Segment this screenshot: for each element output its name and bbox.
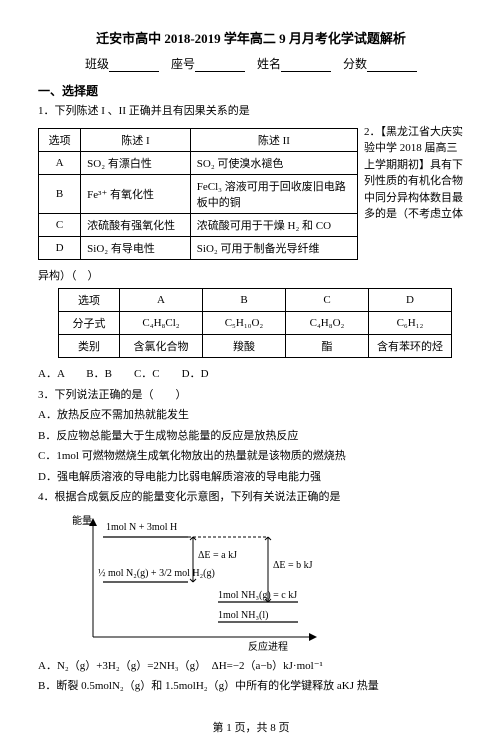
t2-hb: B: [203, 289, 286, 312]
t2-r1d: C₆H₁₂: [369, 312, 452, 335]
d-eb: ΔE = b kJ: [273, 560, 313, 571]
header-fields: 班级 座号 姓名 分数: [38, 55, 464, 72]
opts-line: A．A B．B C．C D．D: [38, 366, 464, 383]
t2-r1c: C₄H₈O₂: [286, 312, 369, 335]
label-seat: 座号: [171, 57, 195, 71]
q4-stem: 4．根据合成氨反应的能量变化示意图，下列有关说法正确的是: [38, 489, 464, 506]
t2-hd: D: [369, 289, 452, 312]
ylabel: 能量: [72, 512, 92, 527]
section-heading: 一、选择题: [38, 82, 464, 99]
label-name: 姓名: [257, 57, 281, 71]
t2-r2c: 酯: [286, 335, 369, 358]
q3-d: D．强电解质溶液的导电能力比弱电解质溶液的导电能力强: [38, 469, 464, 486]
q4-b: B．断裂 0.5molN₂（g）和 1.5molH₂（g）中所有的化学键释放 a…: [38, 678, 464, 695]
blank-class: [109, 59, 159, 72]
blank-name: [281, 59, 331, 72]
t1-b2: FeCl₃ 溶液可用于回收废旧电路板中的铜: [190, 174, 357, 213]
blank-seat: [195, 59, 245, 72]
blank-score: [367, 59, 417, 72]
t2-r1a: C₄H₈Cl₂: [120, 312, 203, 335]
t1-b1: Fe³⁺ 有氧化性: [81, 174, 191, 213]
q2-note: 2．【黑龙江省大庆实验中学 2018 届高三上学期期初】具有下列性质的有机化合物…: [364, 124, 464, 223]
label-score: 分数: [343, 57, 367, 71]
t1-d1: SiO₂ 有导电性: [81, 236, 191, 259]
t2-r2d: 含有苯环的烃: [369, 335, 452, 358]
energy-diagram: 能量 1mol N + 3mol H ΔE = a kJ ΔE = b kJ ½…: [68, 512, 328, 652]
q4-a: A．N₂（g）+3H₂（g）=2NH₃（g） ΔH=−2（a−b）kJ·mol⁻…: [38, 658, 464, 675]
table-isomers: 选项 A B C D 分子式 C₄H₈Cl₂ C₅H₁₀O₂ C₄H₈O₂ C₆…: [58, 288, 452, 358]
t1-h2: 陈述 I: [81, 128, 191, 151]
t2-r1b: C₅H₁₀O₂: [203, 312, 286, 335]
t2-ha: A: [120, 289, 203, 312]
d-nh3g: 1mol NH₃(g) = c kJ: [218, 590, 297, 601]
isomer-label: 异构）（ ）: [38, 268, 464, 285]
t1-a1: SO₂ 有漂白性: [81, 151, 191, 174]
page-title: 迁安市高中 2018-2019 学年高二 9 月月考化学试题解析: [38, 28, 464, 47]
t2-r1h: 分子式: [59, 312, 120, 335]
t1-b: B: [39, 174, 81, 213]
t1-a2: SO₂ 可使溴水褪色: [190, 151, 357, 174]
t1-a: A: [39, 151, 81, 174]
t2-r2h: 类别: [59, 335, 120, 358]
q3-b: B．反应物总能量大于生成物总能量的反应是放热反应: [38, 428, 464, 445]
d-ea: ΔE = a kJ: [198, 550, 237, 561]
table-statements: 选项 陈述 I 陈述 II A SO₂ 有漂白性 SO₂ 可使溴水褪色 B Fe…: [38, 128, 358, 260]
t1-c: C: [39, 213, 81, 236]
d-top: 1mol N + 3mol H: [106, 522, 177, 533]
d-mid: ½ mol N₂(g) + 3/2 mol H₂(g): [98, 568, 215, 579]
t1-d: D: [39, 236, 81, 259]
t1-c1: 浓硫酸有强氧化性: [81, 213, 191, 236]
t1-d2: SiO₂ 可用于制备光导纤维: [190, 236, 357, 259]
q1-stem: 1．下列陈述 I 、II 正确并且有因果关系的是: [38, 103, 464, 120]
t1-h3: 陈述 II: [190, 128, 357, 151]
t1-c2: 浓硫酸可用于干燥 H₂ 和 CO: [190, 213, 357, 236]
t1-h1: 选项: [39, 128, 81, 151]
q3-stem: 3．下列说法正确的是（ ）: [38, 387, 464, 404]
label-class: 班级: [85, 57, 109, 71]
t2-r2b: 羧酸: [203, 335, 286, 358]
xlabel: 反应进程: [248, 638, 288, 653]
q3-c: C．1mol 可燃物燃烧生成氧化物放出的热量就是该物质的燃烧热: [38, 448, 464, 465]
t2-r2a: 含氯化合物: [120, 335, 203, 358]
q3-a: A．放热反应不需加热就能发生: [38, 407, 464, 424]
d-nh3l: 1mol NH₃(l): [218, 610, 268, 621]
t2-hc: C: [286, 289, 369, 312]
t2-h0: 选项: [59, 289, 120, 312]
page-footer: 第 1 页，共 8 页: [38, 719, 464, 735]
